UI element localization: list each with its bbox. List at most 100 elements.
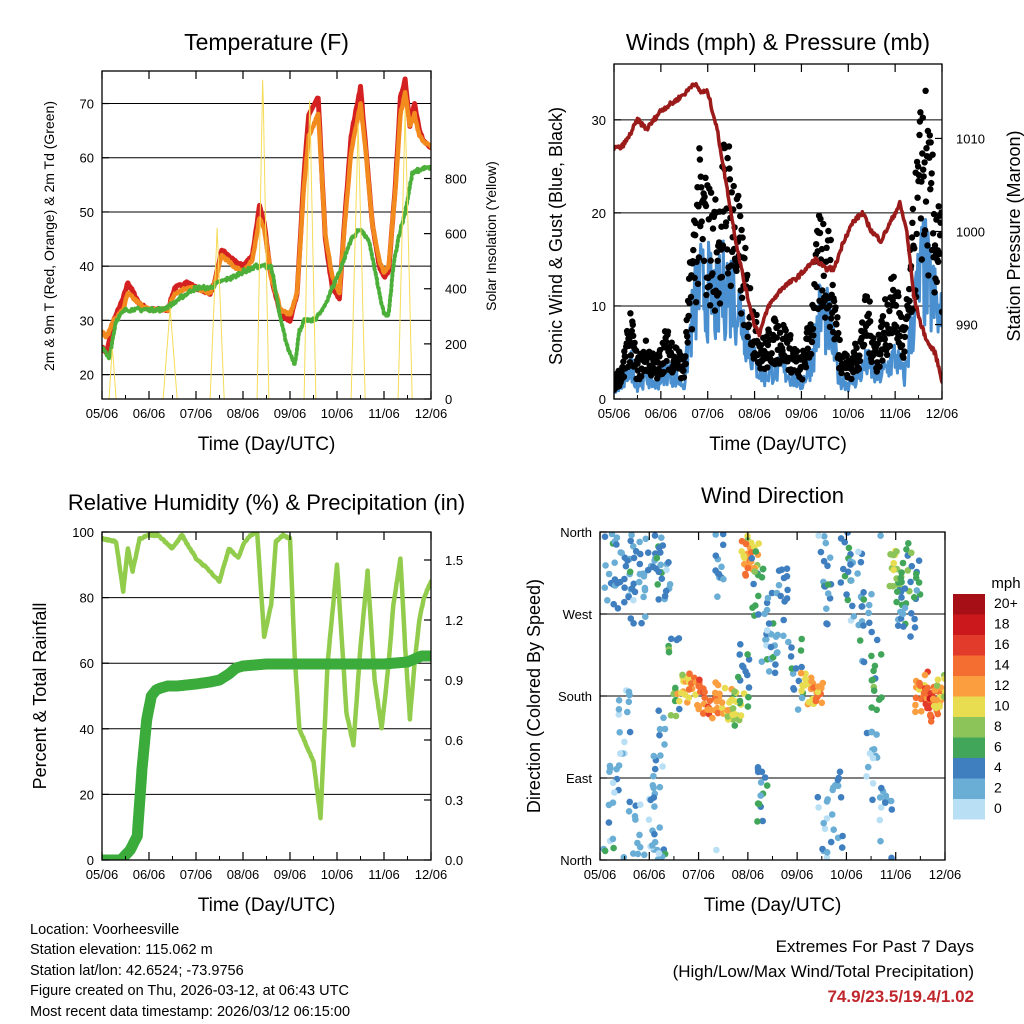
direction-point — [718, 563, 725, 571]
direction-point — [644, 549, 652, 556]
gust-point — [793, 347, 801, 355]
direction-point — [889, 582, 897, 590]
direction-point — [642, 535, 650, 543]
direction-point — [714, 681, 722, 689]
direction-point — [890, 566, 897, 574]
direction-point — [873, 706, 880, 714]
direction-point — [787, 653, 795, 660]
gust-point — [688, 326, 696, 333]
direction-point — [876, 794, 884, 801]
direction-point — [877, 532, 884, 539]
gust-point — [930, 210, 938, 218]
direction-point — [731, 722, 739, 729]
y-tick-label: 0 — [599, 392, 606, 407]
direction-point — [704, 706, 711, 713]
y-axis-label: 2m & 9m T (Red, Orange) & 2m Td (Green) — [41, 101, 57, 371]
direction-point — [701, 688, 708, 696]
direction-point — [821, 533, 828, 540]
x-tick-label: 12/06 — [415, 406, 448, 421]
latlon-text: Station lat/lon: 42.6524; -73.9756 — [30, 962, 244, 979]
gust-point — [884, 301, 891, 308]
direction-point — [618, 549, 625, 557]
y-right-axis-label: Station Pressure (Maroon) — [1004, 130, 1024, 341]
direction-point — [758, 574, 766, 581]
panel-title: Relative Humidity (%) & Precipitation (i… — [68, 490, 465, 515]
direction-point — [667, 712, 675, 719]
direction-point — [718, 704, 726, 712]
direction-point — [847, 561, 854, 568]
direction-point — [823, 798, 831, 805]
direction-point — [613, 765, 620, 773]
direction-point — [873, 636, 881, 644]
y-right-tick-label: 0.9 — [445, 673, 463, 688]
direction-point — [827, 838, 835, 846]
direction-point — [685, 686, 693, 693]
direction-point — [613, 534, 621, 541]
gust-point — [830, 297, 838, 305]
direction-point — [610, 844, 617, 852]
direction-point — [781, 598, 788, 605]
direction-point — [751, 568, 758, 575]
x-axis-label: Time (Day/UTC) — [709, 434, 847, 455]
y-tick-label: 30 — [80, 313, 94, 328]
gust-point — [938, 308, 942, 316]
direction-point — [613, 541, 620, 548]
direction-point — [941, 675, 945, 682]
direction-point — [630, 620, 637, 627]
gust-point — [826, 323, 834, 331]
y-tick-label: 60 — [80, 656, 94, 671]
direction-point — [901, 604, 909, 612]
gust-point — [835, 329, 842, 337]
direction-point — [645, 816, 653, 823]
direction-point — [601, 847, 609, 855]
direction-point — [655, 568, 662, 576]
gust-point — [728, 262, 735, 269]
y-tick-label: South — [558, 689, 592, 704]
gust-point — [890, 273, 897, 280]
gust-point — [686, 299, 693, 307]
gust-point — [935, 203, 942, 210]
gust-point — [707, 189, 715, 196]
direction-point — [615, 711, 623, 718]
direction-point — [797, 647, 805, 654]
x-tick-label: 11/06 — [880, 867, 912, 882]
gust-point — [921, 227, 929, 234]
gust-point — [698, 218, 705, 225]
direction-point — [635, 578, 643, 586]
direction-point — [839, 832, 846, 840]
direction-point — [890, 559, 897, 567]
direction-point — [662, 587, 670, 595]
x-axis-label: Time (Day/UTC) — [198, 895, 336, 916]
gust-point — [668, 339, 675, 346]
gust-point — [853, 344, 860, 351]
direction-point — [774, 649, 781, 656]
station-info: Location: Voorheesville Station elevatio… — [30, 920, 350, 1022]
direction-point — [814, 688, 822, 696]
direction-point — [763, 782, 771, 789]
direction-point — [897, 574, 904, 582]
relative-humidity-series — [102, 532, 431, 821]
direction-point — [835, 774, 842, 782]
direction-point — [667, 635, 675, 643]
gust-point — [856, 357, 864, 365]
gust-point — [917, 109, 924, 116]
direction-point — [789, 670, 797, 677]
direction-point — [814, 793, 822, 801]
direction-point — [785, 638, 792, 646]
direction-point — [933, 682, 941, 689]
direction-point — [899, 610, 907, 618]
gust-point — [893, 323, 900, 331]
gust-point — [739, 234, 746, 241]
gust-point — [832, 304, 839, 311]
direction-point — [634, 839, 641, 847]
direction-point — [713, 846, 720, 854]
direction-point — [868, 704, 875, 711]
gust-point — [877, 351, 884, 358]
gust-point — [827, 236, 834, 244]
direction-point — [750, 580, 757, 588]
direction-point — [605, 570, 613, 578]
direction-point — [823, 620, 830, 627]
direction-point — [731, 711, 739, 718]
x-tick-label: 08/06 — [738, 406, 771, 421]
colorbar-swatch — [953, 614, 985, 635]
